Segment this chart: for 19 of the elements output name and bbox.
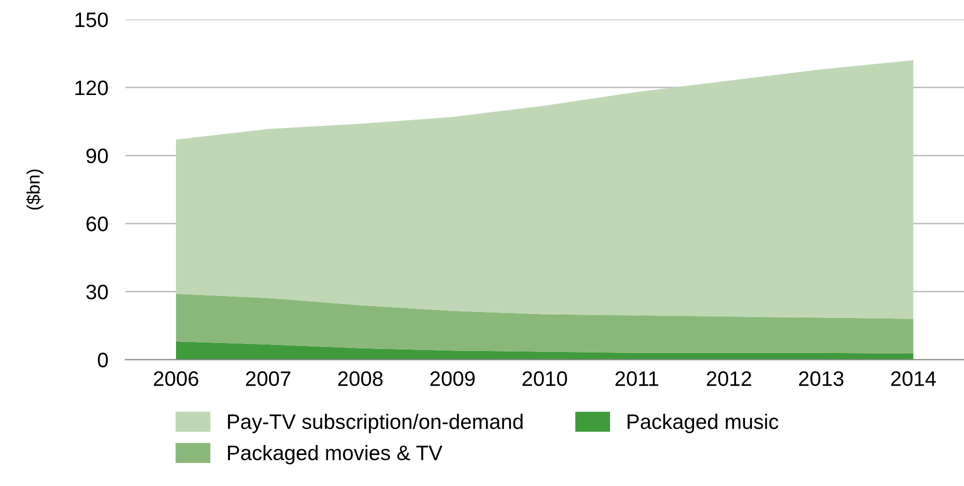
y-tick-label: 90 xyxy=(86,148,108,164)
y-tick-label: 30 xyxy=(86,284,108,300)
x-tick-label: 2006 xyxy=(154,371,198,386)
x-tick-label: 2008 xyxy=(338,371,383,386)
x-tick-label: 2011 xyxy=(615,371,658,386)
y-tick-label: 0 xyxy=(98,352,108,368)
x-tick-label: 2009 xyxy=(430,371,475,386)
x-tick-label: 2014 xyxy=(891,371,936,386)
y-tick-label: 60 xyxy=(86,216,108,232)
legend-label: Packaged music xyxy=(628,414,778,434)
y-tick-label: 120 xyxy=(75,80,108,96)
x-tick-label: 2012 xyxy=(706,371,752,386)
x-tick-label: 2013 xyxy=(799,371,844,386)
y-tick-label: 150 xyxy=(75,12,108,28)
x-tick-label: 2010 xyxy=(522,371,568,386)
legend-label: Packaged movies & TV xyxy=(228,444,442,464)
legend-label: Pay-TV subscription/on-demand xyxy=(228,414,523,434)
x-tick-label: 2007 xyxy=(246,371,290,386)
y-axis-title: ($bn) xyxy=(26,170,44,210)
